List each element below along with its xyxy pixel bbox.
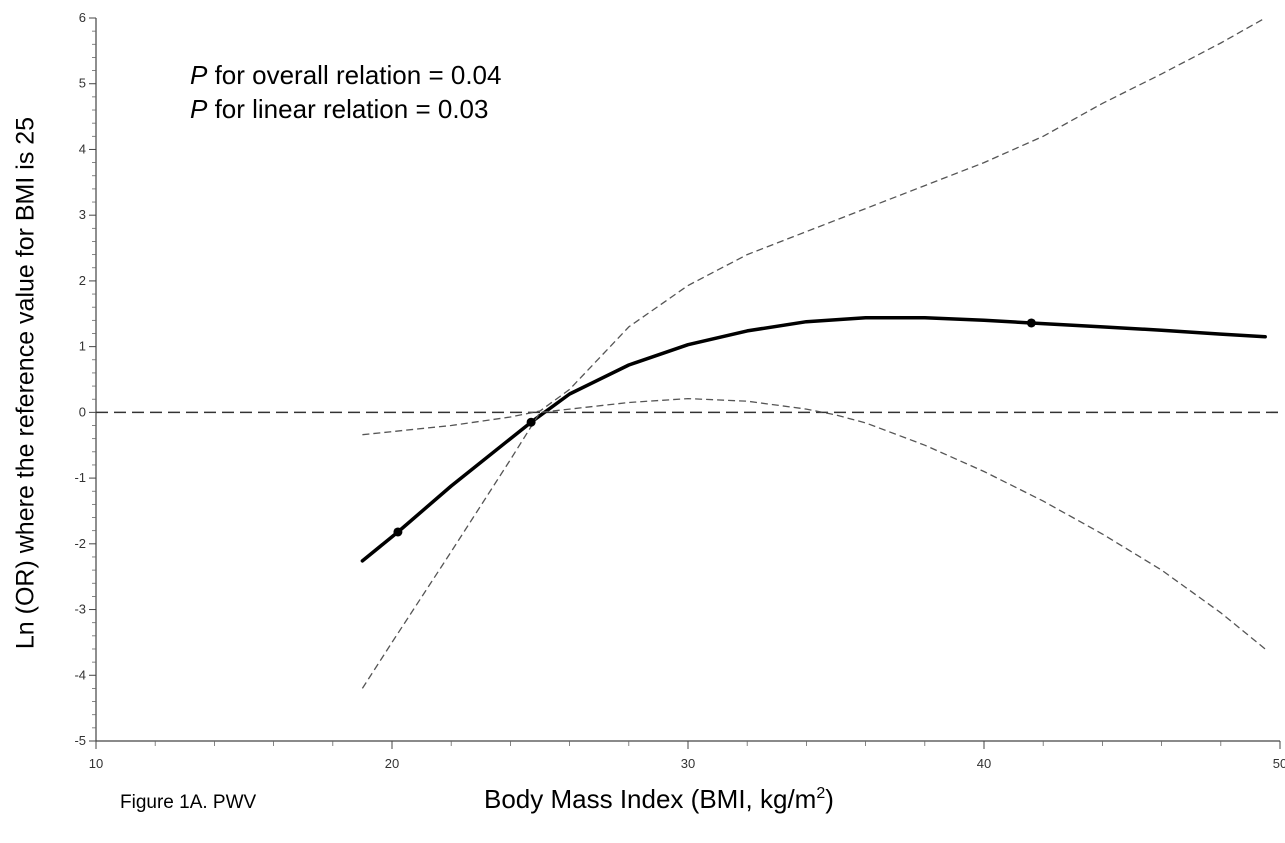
y-tick-label: 0: [79, 404, 86, 419]
y-tick-label: 5: [79, 76, 86, 91]
linear-p-symbol: P: [190, 94, 208, 124]
x-tick-label: 40: [977, 756, 991, 771]
y-tick-label: 3: [79, 207, 86, 222]
upper-ci-line: [362, 17, 1266, 436]
x-tick-label: 50: [1273, 756, 1285, 771]
y-tick-label: -1: [74, 470, 86, 485]
overall-p-annotation: P for overall relation = 0.04: [190, 58, 501, 92]
x-tick-label: 30: [681, 756, 695, 771]
overall-p-text: for overall relation = 0.04: [207, 60, 502, 90]
y-tick-label: -3: [74, 602, 86, 617]
y-tick-label: 2: [79, 273, 86, 288]
x-tick-label: 10: [89, 756, 103, 771]
x-axis-label-superscript: 2: [816, 785, 826, 802]
x-tick-label: 20: [385, 756, 399, 771]
y-tick-label: 4: [79, 141, 86, 156]
overall-p-symbol: P: [190, 60, 208, 90]
knot-marker: [1026, 318, 1036, 328]
y-tick-label: -2: [74, 536, 86, 551]
y-tick-label: 6: [79, 10, 86, 25]
linear-p-text: for linear relation = 0.03: [207, 94, 489, 124]
x-axis-label: Body Mass Index (BMI, kg/m2): [484, 784, 834, 815]
y-axis-label: Ln (OR) where the reference value for BM…: [11, 116, 40, 650]
figure-caption: Figure 1A. PWV: [120, 792, 257, 813]
x-axis-label-text: Body Mass Index (BMI, kg/m: [484, 784, 817, 814]
estimate-line: [360, 315, 1267, 563]
y-tick-label: 1: [79, 339, 86, 354]
y-tick-label: -5: [74, 733, 86, 748]
lower-ci-line: [361, 397, 1266, 689]
x-axis-label-close: ): [825, 784, 834, 814]
knot-marker: [393, 527, 403, 537]
y-tick-label: -4: [74, 667, 86, 682]
knot-marker: [526, 417, 536, 427]
linear-p-annotation: P for linear relation = 0.03: [190, 92, 488, 126]
